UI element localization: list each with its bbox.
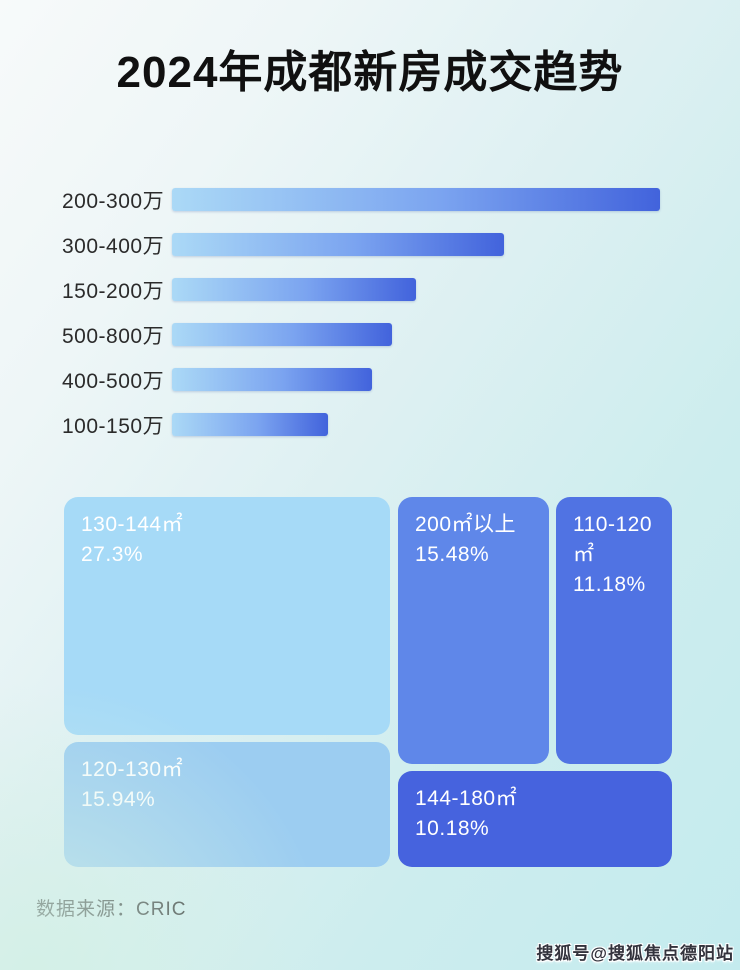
treemap-block-label: 144-180㎡ (415, 787, 518, 810)
treemap-block-label: 120-130㎡ (81, 758, 184, 781)
treemap-block-value: 15.94% (81, 787, 156, 811)
bar-track (172, 233, 660, 256)
watermark-text: 搜狐号@搜狐焦点德阳站 (536, 944, 734, 963)
bar-fill (172, 413, 329, 436)
bar-track (172, 413, 660, 436)
bar-track (172, 368, 660, 391)
price-range-bar-chart: 200-300万 300-400万 150-200万 500-800万 400-500万… (62, 177, 678, 447)
bar-category-label: 300-400万 (62, 234, 165, 258)
bar-category-label: 500-800万 (62, 324, 165, 348)
bar-fill (172, 278, 416, 301)
bar-row: 100-150万 (62, 402, 678, 447)
bar-fill (172, 233, 504, 256)
bar-track (172, 323, 660, 346)
treemap-block-label: 130-144㎡ (81, 513, 184, 536)
bar-row: 500-800万 (62, 312, 678, 357)
bar-row: 400-500万 (62, 357, 678, 402)
bar-row: 200-300万 (62, 177, 678, 222)
treemap-block: 144-180㎡ 10.18% (398, 771, 672, 867)
bar-row: 150-200万 (62, 267, 678, 312)
bar-fill (172, 323, 392, 346)
treemap-block: 120-130㎡ 15.94% (64, 742, 390, 867)
bar-category-label: 150-200万 (62, 279, 165, 303)
treemap-block-value: 27.3% (81, 542, 144, 566)
treemap-block: 200㎡以上 15.48% (398, 497, 549, 764)
bar-row: 300-400万 (62, 222, 678, 267)
bar-category-label: 100-150万 (62, 414, 165, 438)
area-size-treemap: 130-144㎡ 27.3% 120-130㎡ 15.94% 200㎡以上 15.48% 1… (64, 497, 672, 867)
treemap-block-value: 11.18% (573, 572, 646, 596)
page-title: 2024年成都新房成交趋势 (116, 48, 624, 97)
treemap-block: 130-144㎡ 27.3% (64, 497, 390, 735)
treemap-block-label: 110-120㎡ (573, 513, 653, 566)
treemap-block-label: 200㎡以上 (415, 513, 517, 536)
bar-track (172, 278, 660, 301)
data-source-label: 数据来源：CRIC (36, 899, 187, 920)
bar-fill (172, 368, 373, 391)
bar-track (172, 188, 660, 211)
treemap-block-value: 10.18% (415, 816, 490, 840)
bar-category-label: 200-300万 (62, 189, 165, 213)
treemap-block-value: 15.48% (415, 542, 490, 566)
bar-fill (172, 188, 660, 211)
treemap-block: 110-120㎡ 11.18% (556, 497, 672, 764)
bar-category-label: 400-500万 (62, 369, 165, 393)
